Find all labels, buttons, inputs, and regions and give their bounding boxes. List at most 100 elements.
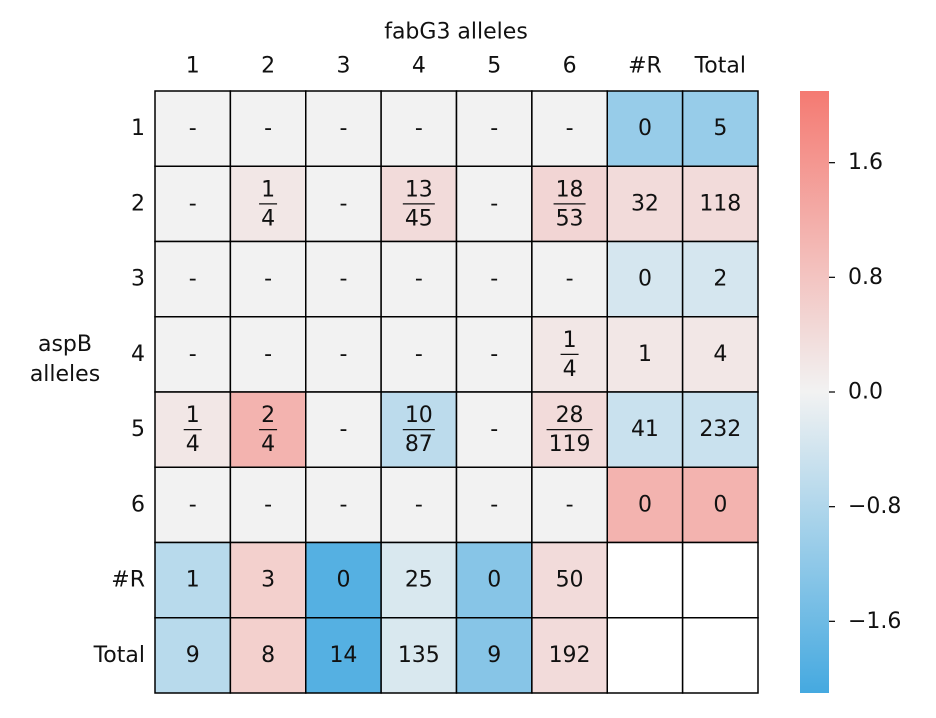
- cell-label: -: [189, 342, 197, 367]
- heatmap-cell: [305, 541, 382, 619]
- cell-label: 25: [405, 568, 433, 593]
- cell-label: 0: [638, 267, 652, 292]
- heatmap-cell: [606, 316, 684, 393]
- heatmap-cell: [681, 90, 759, 167]
- heatmap-cell: [305, 165, 382, 243]
- heatmap-cell: [154, 617, 232, 694]
- heatmap-cell: [606, 541, 684, 619]
- heatmap-cell: [531, 466, 608, 544]
- cell-label: -: [566, 492, 574, 517]
- cell-label: 232: [699, 417, 741, 442]
- cell-label: -: [264, 116, 272, 141]
- cell-denominator: 4: [261, 206, 275, 231]
- heatmap-cell: [606, 391, 684, 468]
- cell-label: -: [415, 116, 423, 141]
- colorbar-tick-label: 0.0: [848, 380, 883, 405]
- heatmap-cell: [606, 466, 684, 544]
- colorbar: [800, 91, 829, 693]
- cell-label: -: [490, 492, 498, 517]
- cell-label: -: [339, 342, 347, 367]
- heatmap-cell: [229, 240, 307, 318]
- y-tick-label: Total: [93, 643, 145, 668]
- heatmap-cell: [531, 90, 608, 167]
- cell-label: -: [490, 342, 498, 367]
- cell-label: -: [189, 267, 197, 292]
- cell-label: -: [339, 191, 347, 216]
- cell-label: -: [566, 267, 574, 292]
- cell-label: -: [415, 267, 423, 292]
- x-tick-label: 6: [563, 54, 577, 79]
- cell-numerator: 1: [186, 403, 200, 428]
- heatmap-cell: [681, 391, 759, 468]
- cell-label: 0: [336, 568, 350, 593]
- cell-label: 50: [556, 568, 584, 593]
- x-tick-label: 1: [186, 54, 200, 79]
- x-tick-label: #R: [628, 54, 662, 79]
- heatmap-cell: [455, 466, 533, 544]
- cell-denominator: 87: [405, 432, 433, 457]
- colorbar-tick-label: −1.6: [848, 609, 901, 634]
- cell-label: -: [339, 267, 347, 292]
- cell-label: 9: [186, 643, 200, 668]
- heatmap-cell: [229, 316, 307, 393]
- cell-denominator: 4: [186, 432, 200, 457]
- cell-label: -: [339, 116, 347, 141]
- heatmap-cell: [154, 316, 232, 393]
- heatmap-cell: [154, 90, 232, 167]
- y-tick-label: 1: [131, 116, 145, 141]
- cell-label: 2: [713, 267, 727, 292]
- heatmap-cell: [681, 617, 759, 694]
- cell-label: 192: [549, 643, 591, 668]
- heatmap-cell: [380, 617, 458, 694]
- cell-label: 32: [631, 191, 659, 216]
- cell-label: -: [264, 267, 272, 292]
- heatmap-cell: [154, 541, 232, 619]
- cell-label: -: [264, 342, 272, 367]
- cell-denominator: 45: [405, 206, 433, 231]
- cell-label: 0: [713, 492, 727, 517]
- cell-label: -: [189, 492, 197, 517]
- cell-label: 135: [398, 643, 440, 668]
- cell-label: -: [490, 116, 498, 141]
- cell-numerator: 18: [556, 177, 584, 202]
- heatmap-cell: [380, 466, 458, 544]
- cell-label: 118: [699, 191, 741, 216]
- cell-label: -: [566, 116, 574, 141]
- cell-label: -: [339, 417, 347, 442]
- heatmap-cell: [606, 617, 684, 694]
- heatmap-cell: [455, 316, 533, 393]
- heatmap-cell: [606, 240, 684, 318]
- y-tick-label: 3: [131, 267, 145, 292]
- cell-label: 4: [713, 342, 727, 367]
- cell-numerator: 13: [405, 177, 433, 202]
- heatmap-cell: [305, 466, 382, 544]
- cell-numerator: 2: [261, 403, 275, 428]
- heatmap-cell: [305, 617, 382, 694]
- cell-label: -: [415, 492, 423, 517]
- cell-numerator: 28: [556, 403, 584, 428]
- heatmap-cell: [455, 541, 533, 619]
- cell-numerator: 1: [563, 328, 577, 353]
- cell-label: 9: [487, 643, 501, 668]
- heatmap-cell: [305, 391, 382, 468]
- cell-numerator: 10: [405, 403, 433, 428]
- heatmap-cell: [606, 165, 684, 243]
- y-tick-label: 4: [131, 342, 145, 367]
- cell-denominator: 4: [563, 357, 577, 382]
- cell-label: -: [490, 417, 498, 442]
- heatmap-cell: [455, 240, 533, 318]
- chart-title: fabG3 alleles: [384, 20, 528, 45]
- cell-label: -: [264, 492, 272, 517]
- heatmap-cell: [681, 541, 759, 619]
- cell-label: 14: [329, 643, 357, 668]
- cell-label: 41: [631, 417, 659, 442]
- cell-label: -: [490, 267, 498, 292]
- colorbar-tick-label: 1.6: [848, 150, 883, 175]
- cell-denominator: 119: [549, 432, 591, 457]
- heatmap-cell: [531, 541, 608, 619]
- x-tick-label: 2: [261, 54, 275, 79]
- heatmap-cell: [531, 240, 608, 318]
- heatmap-cell: [681, 240, 759, 318]
